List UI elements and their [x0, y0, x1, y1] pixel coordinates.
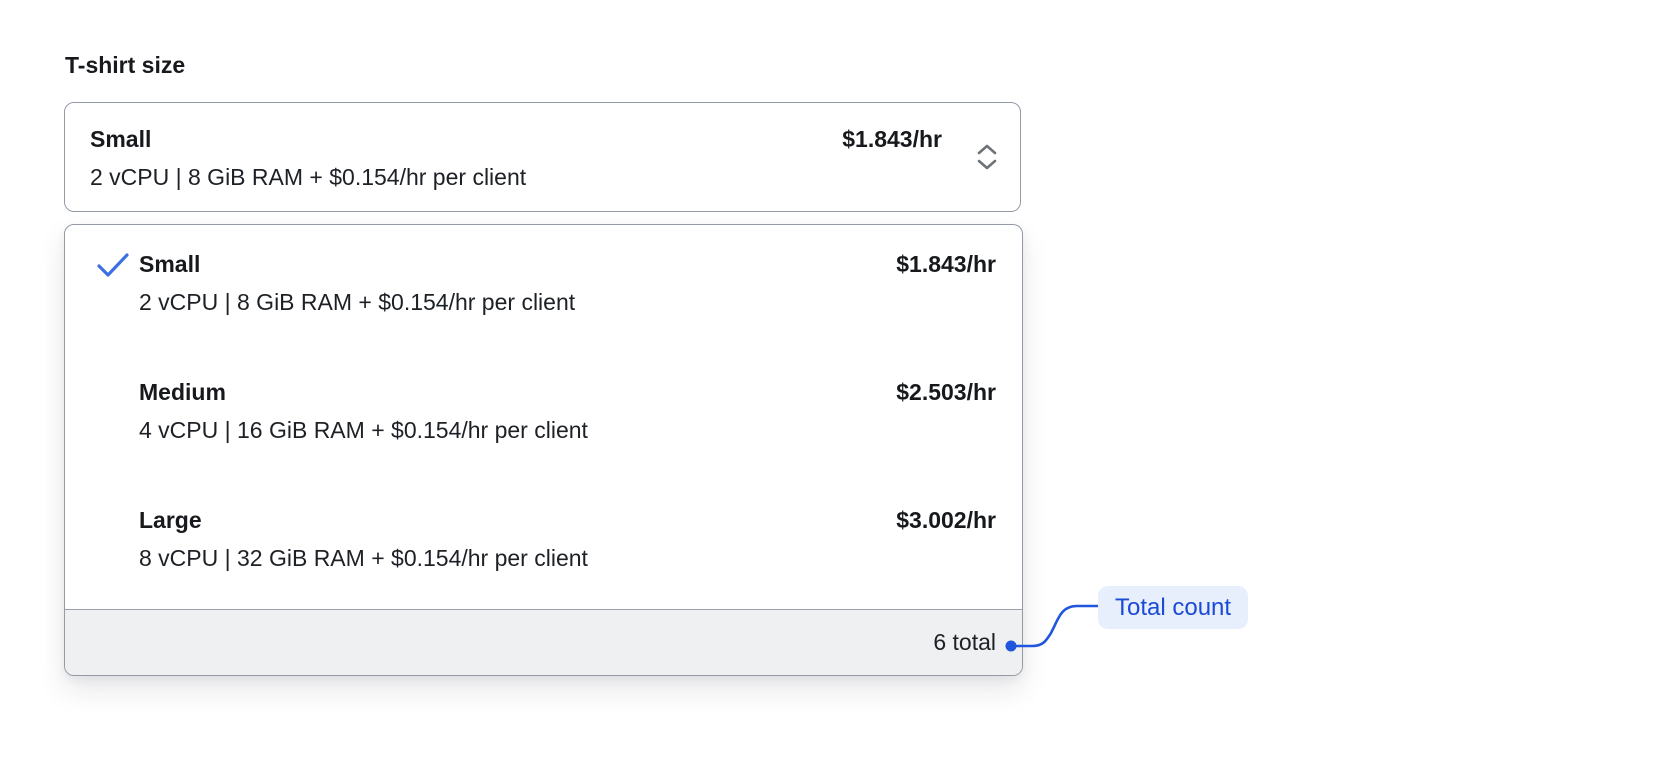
trigger-option-subtitle: 2 vCPU | 8 GiB RAM + $0.154/hr per clien… — [90, 164, 527, 190]
dropdown-footer: 6 total — [65, 609, 1022, 675]
option-price: $1.843/hr — [896, 251, 996, 277]
option-subtitle: 8 vCPU | 32 GiB RAM + $0.154/hr per clie… — [139, 545, 588, 571]
tshirt-size-select-trigger[interactable]: Small $1.843/hr 2 vCPU | 8 GiB RAM + $0.… — [64, 102, 1021, 212]
option-price: $3.002/hr — [896, 507, 996, 533]
field-label: T-shirt size — [65, 52, 186, 78]
option-title: Large — [139, 507, 202, 533]
option-large[interactable]: Large $3.002/hr 8 vCPU | 32 GiB RAM + $0… — [65, 481, 1022, 609]
option-medium[interactable]: Medium $2.503/hr 4 vCPU | 16 GiB RAM + $… — [65, 353, 1022, 481]
trigger-option-price: $1.843/hr — [842, 126, 942, 152]
annotation-label: Total count — [1098, 586, 1249, 629]
up-down-caret-icon — [974, 141, 1000, 173]
total-count: 6 total — [933, 629, 996, 655]
annotation-connector — [1005, 604, 1102, 652]
trigger-option-title: Small — [90, 126, 152, 152]
select-dropdown-panel: Small $1.843/hr 2 vCPU | 8 GiB RAM + $0.… — [64, 224, 1023, 676]
option-subtitle: 2 vCPU | 8 GiB RAM + $0.154/hr per clien… — [139, 289, 576, 315]
connector-dot — [1005, 640, 1017, 652]
trigger-top-row: Small $1.843/hr — [90, 124, 996, 154]
option-subtitle: 4 vCPU | 16 GiB RAM + $0.154/hr per clie… — [139, 417, 588, 443]
option-price: $2.503/hr — [896, 379, 996, 405]
option-title: Small — [139, 251, 201, 277]
option-title: Medium — [139, 379, 226, 405]
option-small[interactable]: Small $1.843/hr 2 vCPU | 8 GiB RAM + $0.… — [65, 225, 1022, 353]
checkmark-icon — [96, 251, 130, 279]
